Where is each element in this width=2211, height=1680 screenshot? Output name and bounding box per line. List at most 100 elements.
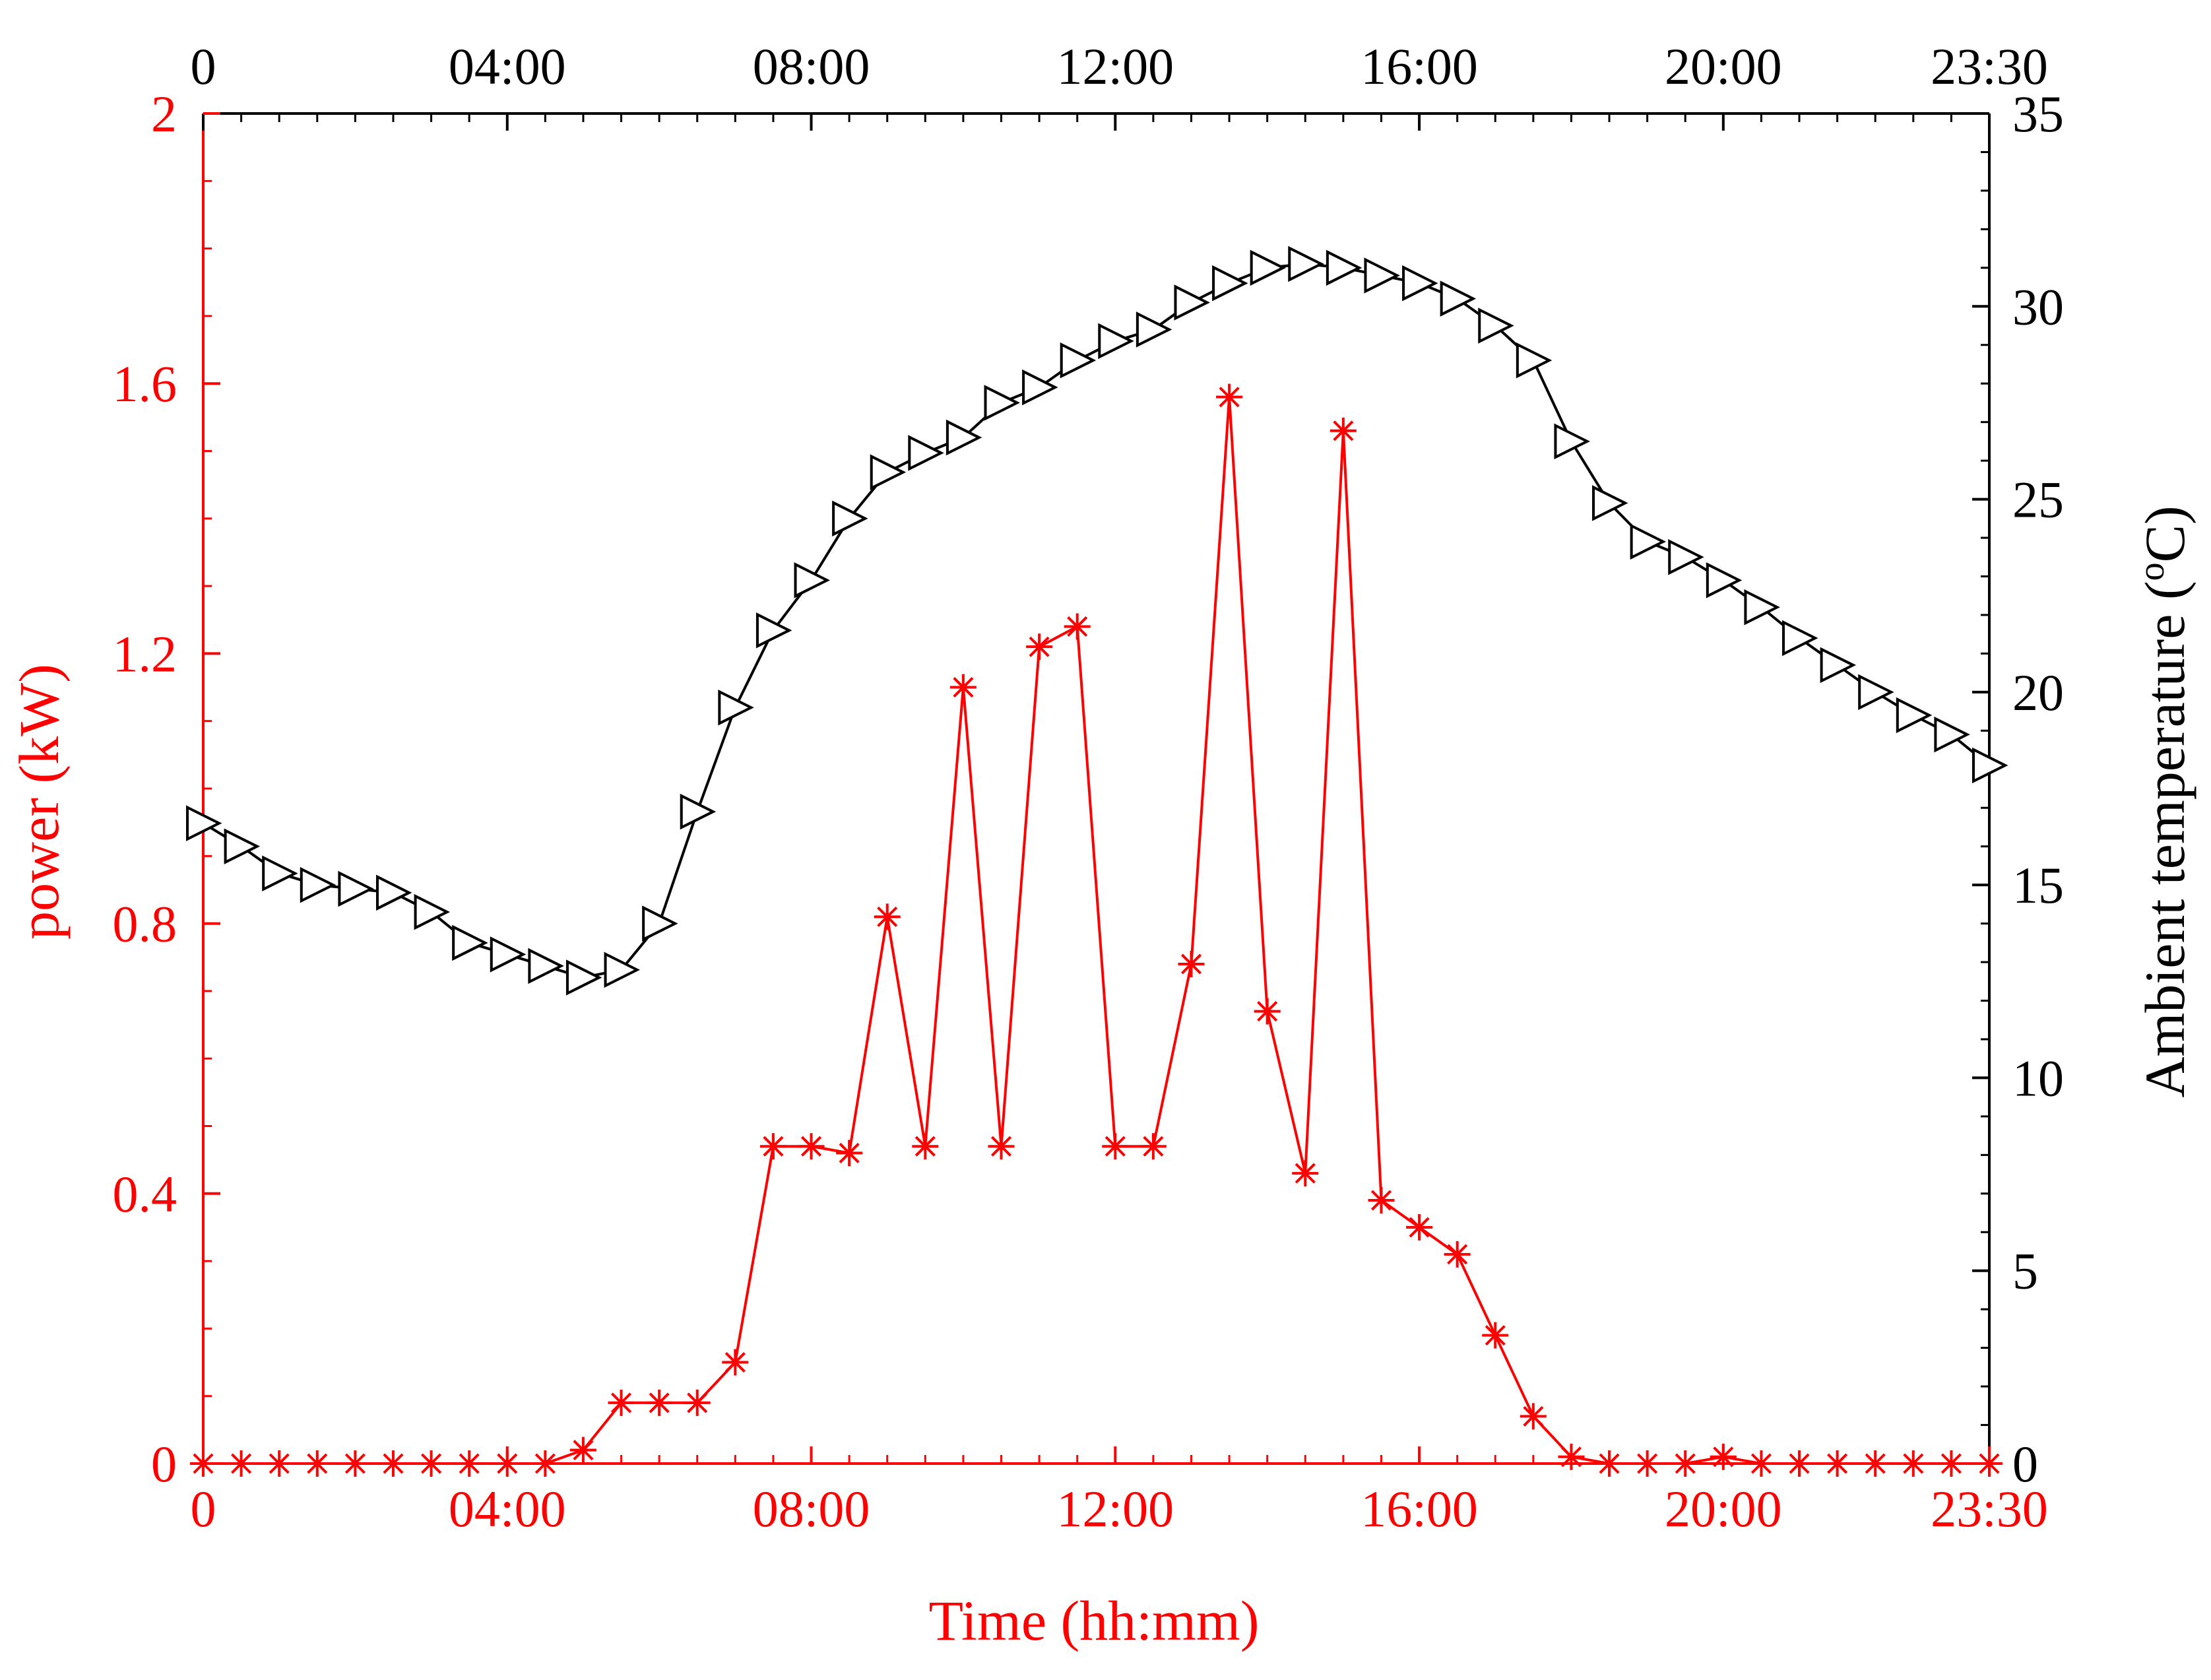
y-right-title-end: C)	[2133, 505, 2196, 562]
temperature-point	[414, 893, 451, 930]
power-point	[1520, 1403, 1547, 1430]
power-point	[1862, 1450, 1889, 1477]
x-axis-title: Time (hh:mm)	[929, 1589, 1260, 1652]
power-point	[1444, 1241, 1471, 1268]
power-point	[798, 1133, 825, 1160]
x-top-tick-label: 12:00	[1056, 38, 1174, 95]
y-left-tick-label: 0	[151, 1435, 177, 1493]
temperature-point	[224, 828, 261, 864]
power-point	[1064, 613, 1091, 640]
temperature-point	[1516, 342, 1553, 379]
power-point	[874, 903, 901, 930]
temperature-point	[1820, 647, 1857, 684]
temperature-point	[832, 500, 868, 537]
temperature-point	[300, 866, 336, 903]
power-point	[569, 1437, 596, 1464]
power-point	[1102, 1133, 1129, 1160]
power-series	[190, 383, 2003, 1477]
x-top-tick-label: 04:00	[449, 38, 566, 95]
y-right-tick-label: 25	[2012, 471, 2064, 529]
power-point	[1482, 1322, 1509, 1349]
power-point	[1748, 1450, 1775, 1477]
temperature-point	[604, 952, 641, 988]
power-point	[494, 1450, 521, 1477]
y-right-title-superscript: o	[2131, 562, 2172, 581]
temperature-point	[1668, 539, 1704, 575]
power-point	[266, 1450, 293, 1477]
y-left-axis-title: power (kW)	[7, 664, 71, 940]
x-top-tick-label: 08:00	[753, 38, 870, 95]
temperature-series	[186, 245, 2008, 996]
y-right-tick-label: 5	[2012, 1243, 2038, 1300]
power-point	[379, 1450, 406, 1477]
x-bottom-tick-label: 20:00	[1665, 1480, 1782, 1537]
temperature-point	[1744, 589, 1780, 626]
series-layer	[186, 245, 2008, 1477]
power-point	[304, 1450, 331, 1477]
x-bottom-tick-label: 12:00	[1056, 1480, 1174, 1537]
power-point	[1178, 950, 1205, 977]
power-point	[1139, 1133, 1167, 1160]
temperature-point	[1060, 342, 1097, 379]
y-left-tick-label: 1.2	[113, 625, 177, 682]
y-right-tick-label: 35	[2012, 85, 2064, 143]
temperature-point	[490, 936, 527, 973]
temperature-point	[1934, 716, 1970, 753]
temperature-point	[262, 855, 298, 891]
temperature-point	[375, 874, 412, 911]
temperature-point	[1972, 747, 2008, 784]
power-point	[532, 1450, 559, 1477]
temperature-point	[1630, 523, 1667, 560]
x-top-tick-label: 0	[191, 38, 216, 95]
x-bottom-tick-label: 16:00	[1361, 1480, 1478, 1537]
power-point	[949, 674, 977, 701]
power-point	[1710, 1443, 1737, 1470]
y-left-tick-label: 0.4	[113, 1165, 177, 1223]
temperature-point	[1326, 249, 1362, 286]
temperature-point	[1212, 265, 1248, 302]
temperature-point	[1858, 674, 1894, 711]
power-point	[1672, 1450, 1699, 1477]
power-point	[1596, 1450, 1623, 1477]
x-top-tick-label: 20:00	[1665, 38, 1782, 95]
power-point	[1824, 1450, 1851, 1477]
power-point	[456, 1450, 483, 1477]
y-right-tick-label: 20	[2012, 664, 2064, 721]
temperature-point	[338, 870, 374, 907]
y-right-tick-label: 0	[2012, 1435, 2038, 1493]
x-bottom-tick-label: 08:00	[753, 1480, 870, 1537]
temperature-point	[1402, 265, 1438, 302]
temperature-point	[1250, 249, 1287, 286]
power-point	[608, 1389, 635, 1416]
temperature-point	[755, 612, 792, 649]
temperature-point	[1896, 697, 1933, 734]
power-point	[1558, 1443, 1585, 1470]
temperature-point	[1136, 311, 1172, 348]
temperature-point	[565, 959, 602, 996]
temperature-point	[528, 948, 564, 985]
power-point	[190, 1450, 216, 1477]
y-left-tick-label: 1.6	[113, 355, 177, 412]
power-point	[1976, 1450, 2003, 1477]
temperature-point	[642, 905, 678, 942]
power-point	[1900, 1450, 1927, 1477]
y-right-title-main: Ambient temperature (	[2133, 581, 2196, 1097]
power-point	[1292, 1160, 1319, 1187]
temperature-point	[1440, 280, 1477, 317]
power-point	[912, 1133, 939, 1160]
power-point	[228, 1450, 255, 1477]
power-point	[342, 1450, 369, 1477]
y-right-tick-label: 10	[2012, 1049, 2064, 1107]
y-right-axis-title: Ambient temperature (oC)	[2131, 505, 2196, 1097]
temperature-point	[908, 435, 944, 471]
temperature-point	[1782, 620, 1818, 657]
temperature-point	[186, 805, 222, 841]
temperature-point	[1098, 323, 1134, 360]
power-point	[1634, 1450, 1661, 1477]
temperature-point	[1478, 307, 1514, 344]
power-point	[1938, 1450, 1965, 1477]
power-point	[1406, 1213, 1433, 1241]
power-point	[646, 1389, 673, 1416]
